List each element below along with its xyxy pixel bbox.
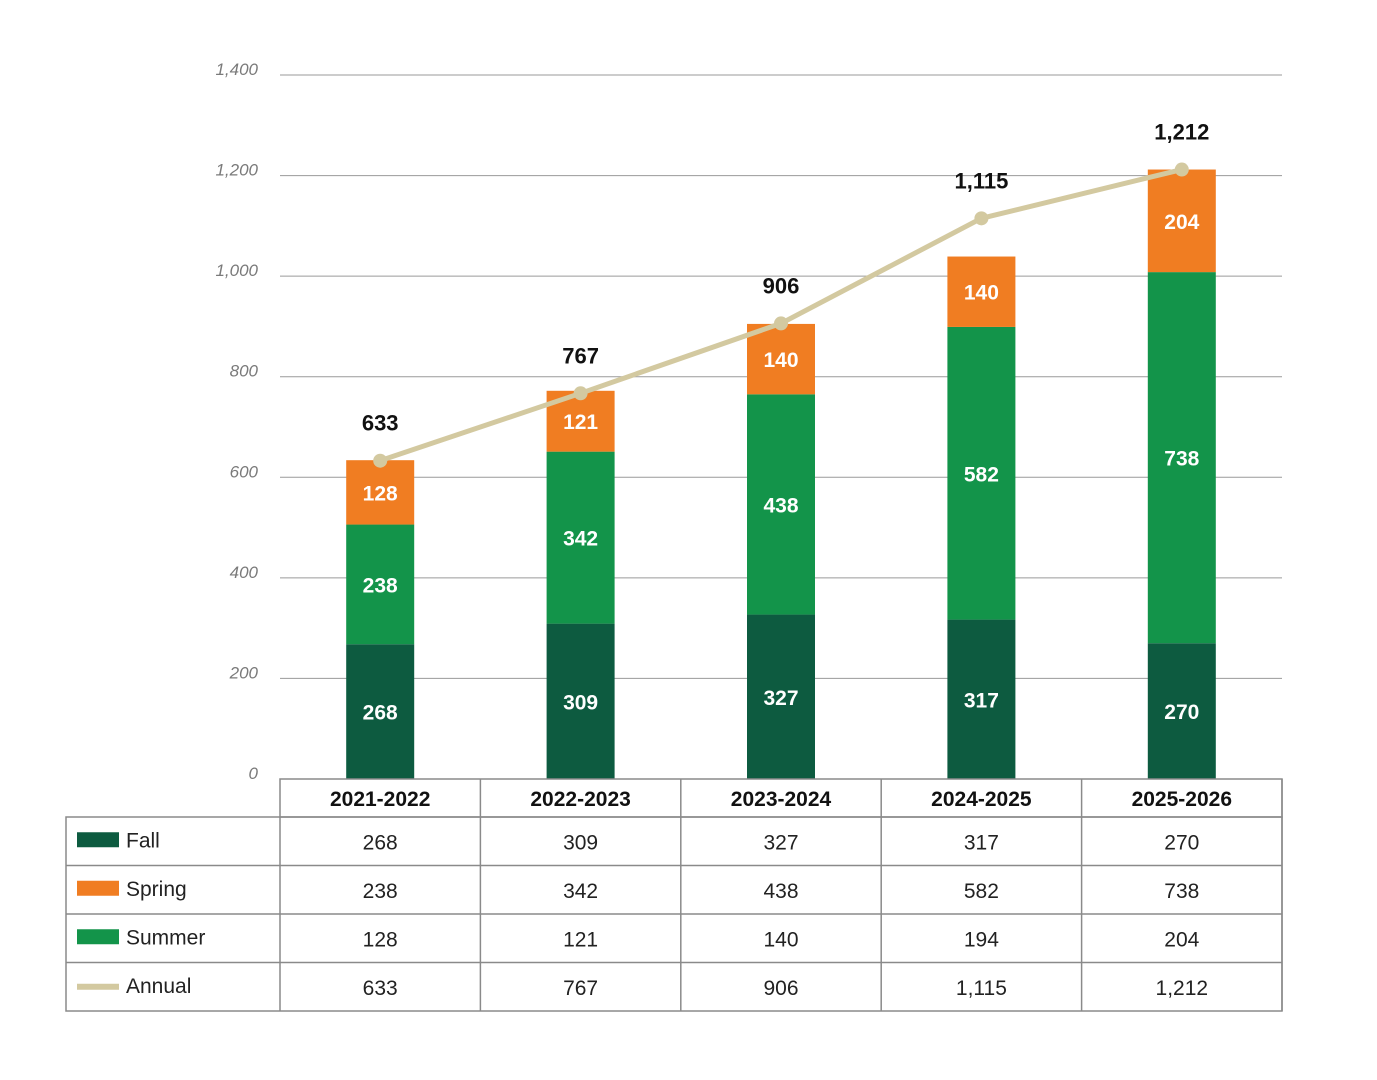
annual-total-label: 1,115 <box>954 168 1008 193</box>
bar-segment <box>546 451 615 624</box>
legend-swatch <box>77 832 119 848</box>
legend-line-swatch <box>77 983 119 990</box>
bar-segment <box>747 614 815 779</box>
annual-point <box>1174 162 1189 177</box>
bar-segment-label: 317 <box>964 689 999 712</box>
y-tick-label: 200 <box>229 663 259 682</box>
y-tick-label: 1,200 <box>215 161 258 180</box>
y-tick-label: 800 <box>230 362 259 381</box>
bar-segment-label: 738 <box>1164 448 1199 471</box>
bar-segment-label: 270 <box>1164 701 1199 724</box>
table-cell: 906 <box>763 977 798 1000</box>
table-column-header: 2023-2024 <box>731 788 832 811</box>
table-cell: 121 <box>563 928 598 951</box>
table-cell: 204 <box>1164 928 1199 951</box>
table-cell: 1,212 <box>1156 977 1209 1000</box>
annual-point <box>573 386 588 401</box>
annual-point <box>774 316 788 331</box>
table-cell: 767 <box>563 977 598 1000</box>
bar-segment <box>1147 272 1216 644</box>
y-tick-label: 400 <box>230 563 259 582</box>
table-cell: 270 <box>1164 831 1199 854</box>
table-cell: 309 <box>563 831 598 854</box>
table-row-label: Annual <box>126 975 191 998</box>
table-cell: 438 <box>763 880 798 903</box>
annual-total-label: 633 <box>362 411 399 436</box>
segment-labels: 268 238 128 309 342 121 327 438 140 317 582 140 270 7… <box>363 211 1200 725</box>
y-tick-label: 1,000 <box>215 261 258 280</box>
data-table: 2021-2022 2022-2023 2023-2024 2024-2025 2025… <box>65 778 1283 1012</box>
bar-segment <box>546 623 615 779</box>
bar-segment <box>346 460 415 525</box>
table-row-label: Fall <box>126 829 160 852</box>
table-cell: 317 <box>964 831 999 854</box>
annual-total-label: 1,212 <box>1154 120 1209 145</box>
table-cell: 633 <box>363 977 398 1000</box>
annual-line <box>373 162 1189 468</box>
bar-segment-label: 342 <box>563 528 598 551</box>
table-cell: 140 <box>763 928 798 951</box>
bar-segment-label: 268 <box>363 702 398 725</box>
table-cell: 327 <box>763 831 798 854</box>
bar-segment-label: 140 <box>763 349 798 372</box>
annual-total-label: 906 <box>763 273 800 298</box>
bar-segment-label: 121 <box>563 411 598 434</box>
table-row-label: Spring <box>126 878 187 901</box>
annual-total-label: 767 <box>562 343 599 368</box>
table-row-label: Summer <box>126 926 205 949</box>
bar-segment <box>747 394 815 615</box>
table-cell: 1,115 <box>956 977 1007 1000</box>
table-cell: 738 <box>1164 880 1199 903</box>
table-column-header: 2022-2023 <box>530 788 630 811</box>
total-labels: 633 767 906 1,115 1,212 <box>362 120 1209 436</box>
bar-segment-label: 438 <box>763 494 798 517</box>
bar-segment <box>947 256 1016 327</box>
bar-segment <box>747 323 815 395</box>
bar-segment-label: 309 <box>563 691 598 714</box>
bar-segment <box>1147 169 1216 273</box>
bar-segment <box>346 524 415 645</box>
bar-segment <box>1147 643 1216 779</box>
bar-segment-label: 582 <box>964 463 999 486</box>
table-column-header: 2025-2026 <box>1132 788 1232 811</box>
y-axis: 0 200 400 600 800 1,000 1,200 1,400 <box>215 60 258 783</box>
table-cell: 128 <box>363 928 398 951</box>
bars <box>346 169 1216 779</box>
y-tick-label: 0 <box>249 764 259 783</box>
table-column-header: 2024-2025 <box>931 788 1032 811</box>
bar-segment-label: 238 <box>363 574 398 597</box>
table-cell: 342 <box>563 880 598 903</box>
table-column-header: 2021-2022 <box>330 788 430 811</box>
bar-segment-label: 128 <box>363 482 398 505</box>
bar-segment-label: 204 <box>1164 211 1199 234</box>
bar-segment <box>346 644 415 779</box>
table-cell: 582 <box>964 880 999 903</box>
bar-segment <box>947 619 1016 779</box>
bar-segment-label: 140 <box>964 282 999 305</box>
annual-point <box>373 453 388 468</box>
bar-segment <box>947 326 1016 620</box>
table-cell: 268 <box>363 831 398 854</box>
annual-point <box>974 211 989 226</box>
table-cell: 238 <box>363 880 398 903</box>
legend-swatch <box>77 880 119 896</box>
bar-segment-label: 327 <box>763 687 798 710</box>
table-cell: 194 <box>964 928 999 951</box>
legend-swatch <box>77 929 119 945</box>
y-tick-label: 600 <box>230 462 259 481</box>
y-tick-label: 1,400 <box>215 60 258 79</box>
